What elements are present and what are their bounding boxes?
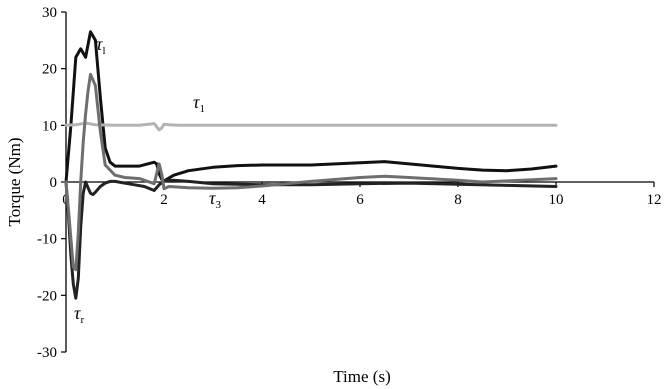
- x-tick-label: 4: [258, 192, 266, 208]
- series-label-2: τr: [74, 303, 84, 326]
- x-tick-label: 10: [549, 192, 564, 208]
- x-tick-label: 12: [647, 192, 662, 208]
- y-tick-label: -30: [37, 345, 57, 361]
- series-label-3: τ3: [209, 188, 221, 211]
- series-line-3: [64, 72, 558, 272]
- y-tick-label: 10: [42, 118, 57, 134]
- x-tick-label: 8: [454, 192, 462, 208]
- x-tick-label: 2: [160, 192, 168, 208]
- y-tick-label: 0: [50, 175, 58, 191]
- series-lines: [64, 30, 558, 300]
- series-labels: τl τ1 τr τ3: [74, 34, 221, 326]
- x-axis-label: Time (s): [333, 367, 390, 386]
- series-line-2: [64, 178, 558, 300]
- series-label-1: τ1: [193, 92, 205, 115]
- y-tick-label: -10: [37, 232, 57, 248]
- series-line-1: [64, 121, 558, 132]
- series-label-0: τl: [96, 34, 106, 57]
- y-tick-label: 30: [42, 5, 57, 21]
- y-axis-label: Torque (Nm): [5, 138, 24, 227]
- y-tick-label: -20: [37, 288, 57, 304]
- y-tick-label: 20: [42, 62, 57, 78]
- series-line-0: [64, 30, 558, 184]
- x-tick-label: 6: [356, 192, 364, 208]
